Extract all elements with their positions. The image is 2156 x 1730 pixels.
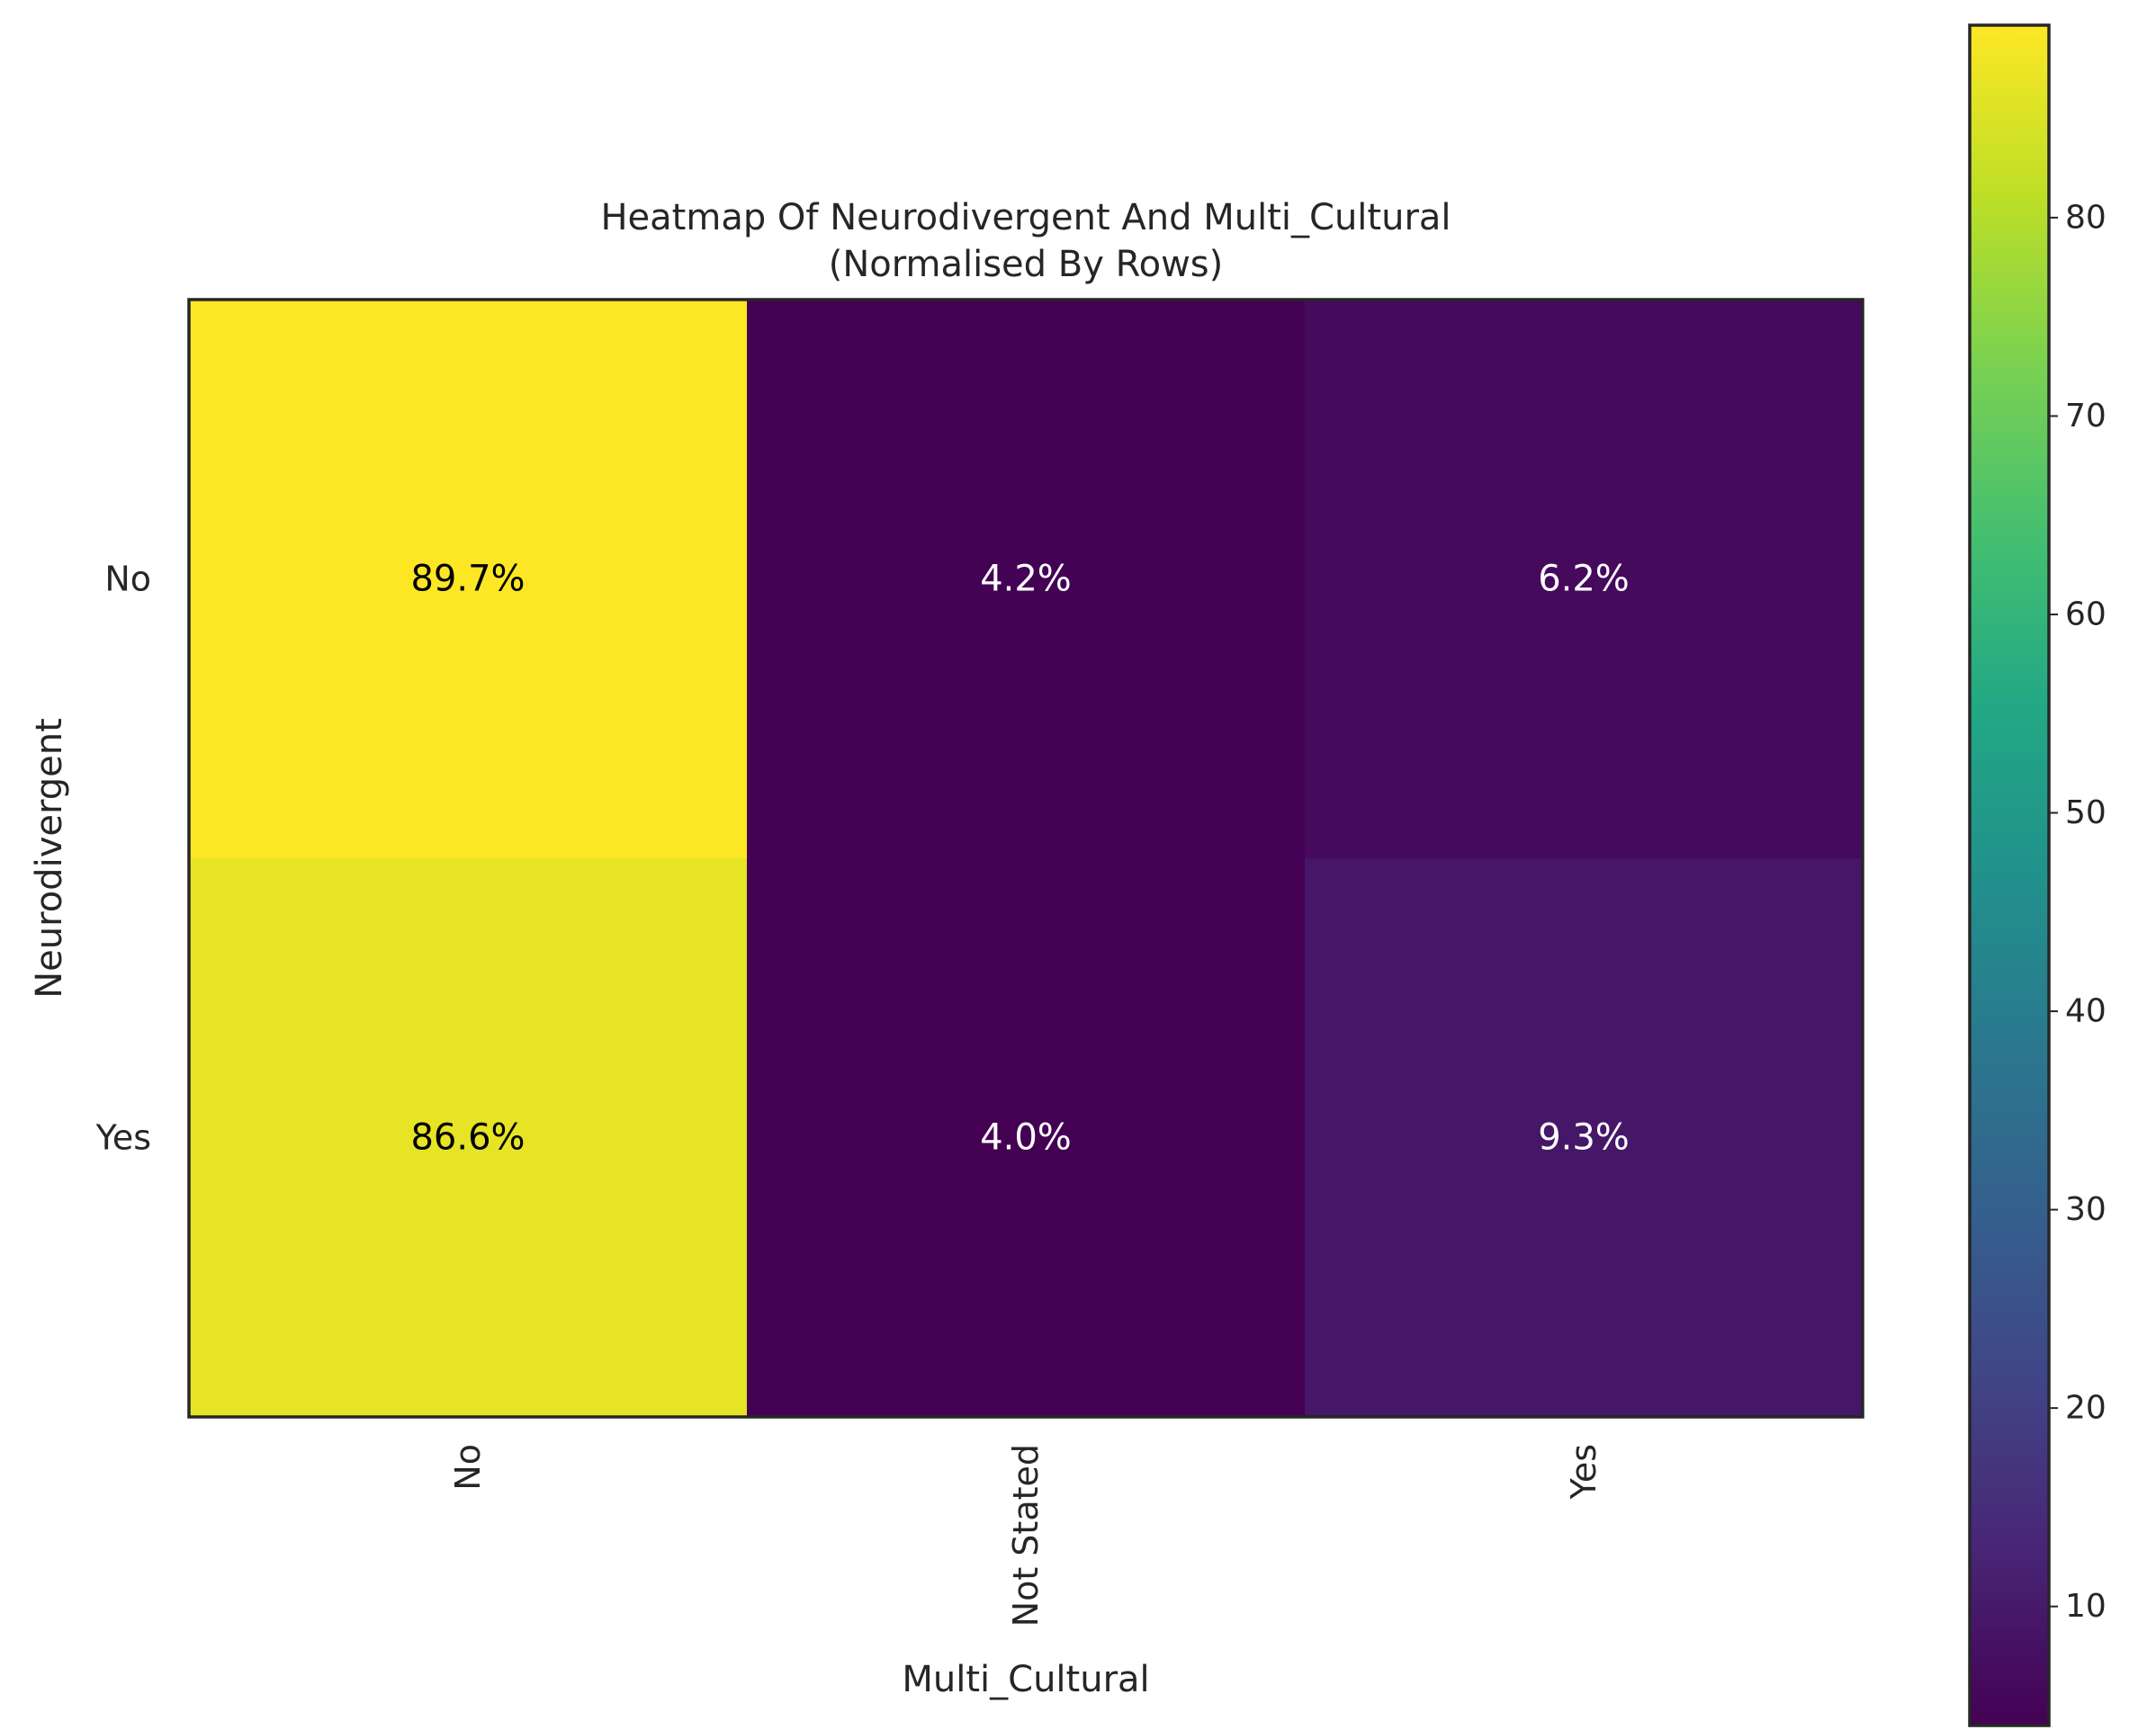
heatmap-cell [1305, 300, 1864, 859]
heatmap-cell-labels: 89.7% 4.2% 6.2% 86.6% 4.0% 9.3% [410, 559, 1629, 1159]
y-tick-label: No [104, 560, 151, 599]
chart-title: Heatmap Of Neurodivergent And Multi_Cult… [600, 197, 1451, 238]
y-axis-ticks: No Yes [95, 560, 151, 1158]
x-tick-label: Yes [1564, 1444, 1604, 1500]
colorbar-tick-label: 20 [2065, 1390, 2107, 1427]
x-axis-ticks: No Not Stated Yes [448, 1444, 1604, 1627]
y-tick-label: Yes [95, 1118, 151, 1158]
colorbar-tick-label: 30 [2065, 1191, 2107, 1228]
colorbar [1968, 23, 2051, 1727]
cell-value-label: 9.3% [1538, 1117, 1630, 1159]
heatmap-cell [189, 858, 748, 1418]
x-tick-label: Not Stated [1006, 1444, 1046, 1627]
colorbar-tick-label: 40 [2065, 993, 2107, 1030]
cell-value-label: 6.2% [1538, 559, 1630, 600]
y-axis-label: Neurodivergent [29, 718, 70, 998]
heatmap-cell [747, 858, 1306, 1418]
x-tick-label: No [448, 1444, 488, 1491]
chart-subtitle: (Normalised By Rows) [829, 244, 1223, 285]
heatmap-cell [747, 300, 1306, 859]
colorbar-tick-label: 70 [2065, 398, 2107, 435]
cell-value-label: 4.0% [980, 1117, 1072, 1159]
cell-value-label: 86.6% [410, 1117, 525, 1159]
cell-value-label: 89.7% [410, 559, 525, 600]
colorbar-tick-label: 10 [2065, 1588, 2107, 1625]
cell-value-label: 4.2% [980, 559, 1072, 600]
colorbar-tick-label: 50 [2065, 794, 2107, 831]
heatmap-cell [189, 300, 748, 859]
heatmap-cell [1305, 858, 1864, 1418]
x-axis-label: Multi_Cultural [902, 1659, 1149, 1700]
colorbar-ticks: 10 20 30 40 50 60 70 80 [2049, 199, 2107, 1625]
plot-frame [187, 298, 1864, 1419]
colorbar-tick-label: 80 [2065, 199, 2107, 236]
colorbar-tick-label: 60 [2065, 596, 2107, 632]
heatmap-cells [189, 300, 1864, 1418]
